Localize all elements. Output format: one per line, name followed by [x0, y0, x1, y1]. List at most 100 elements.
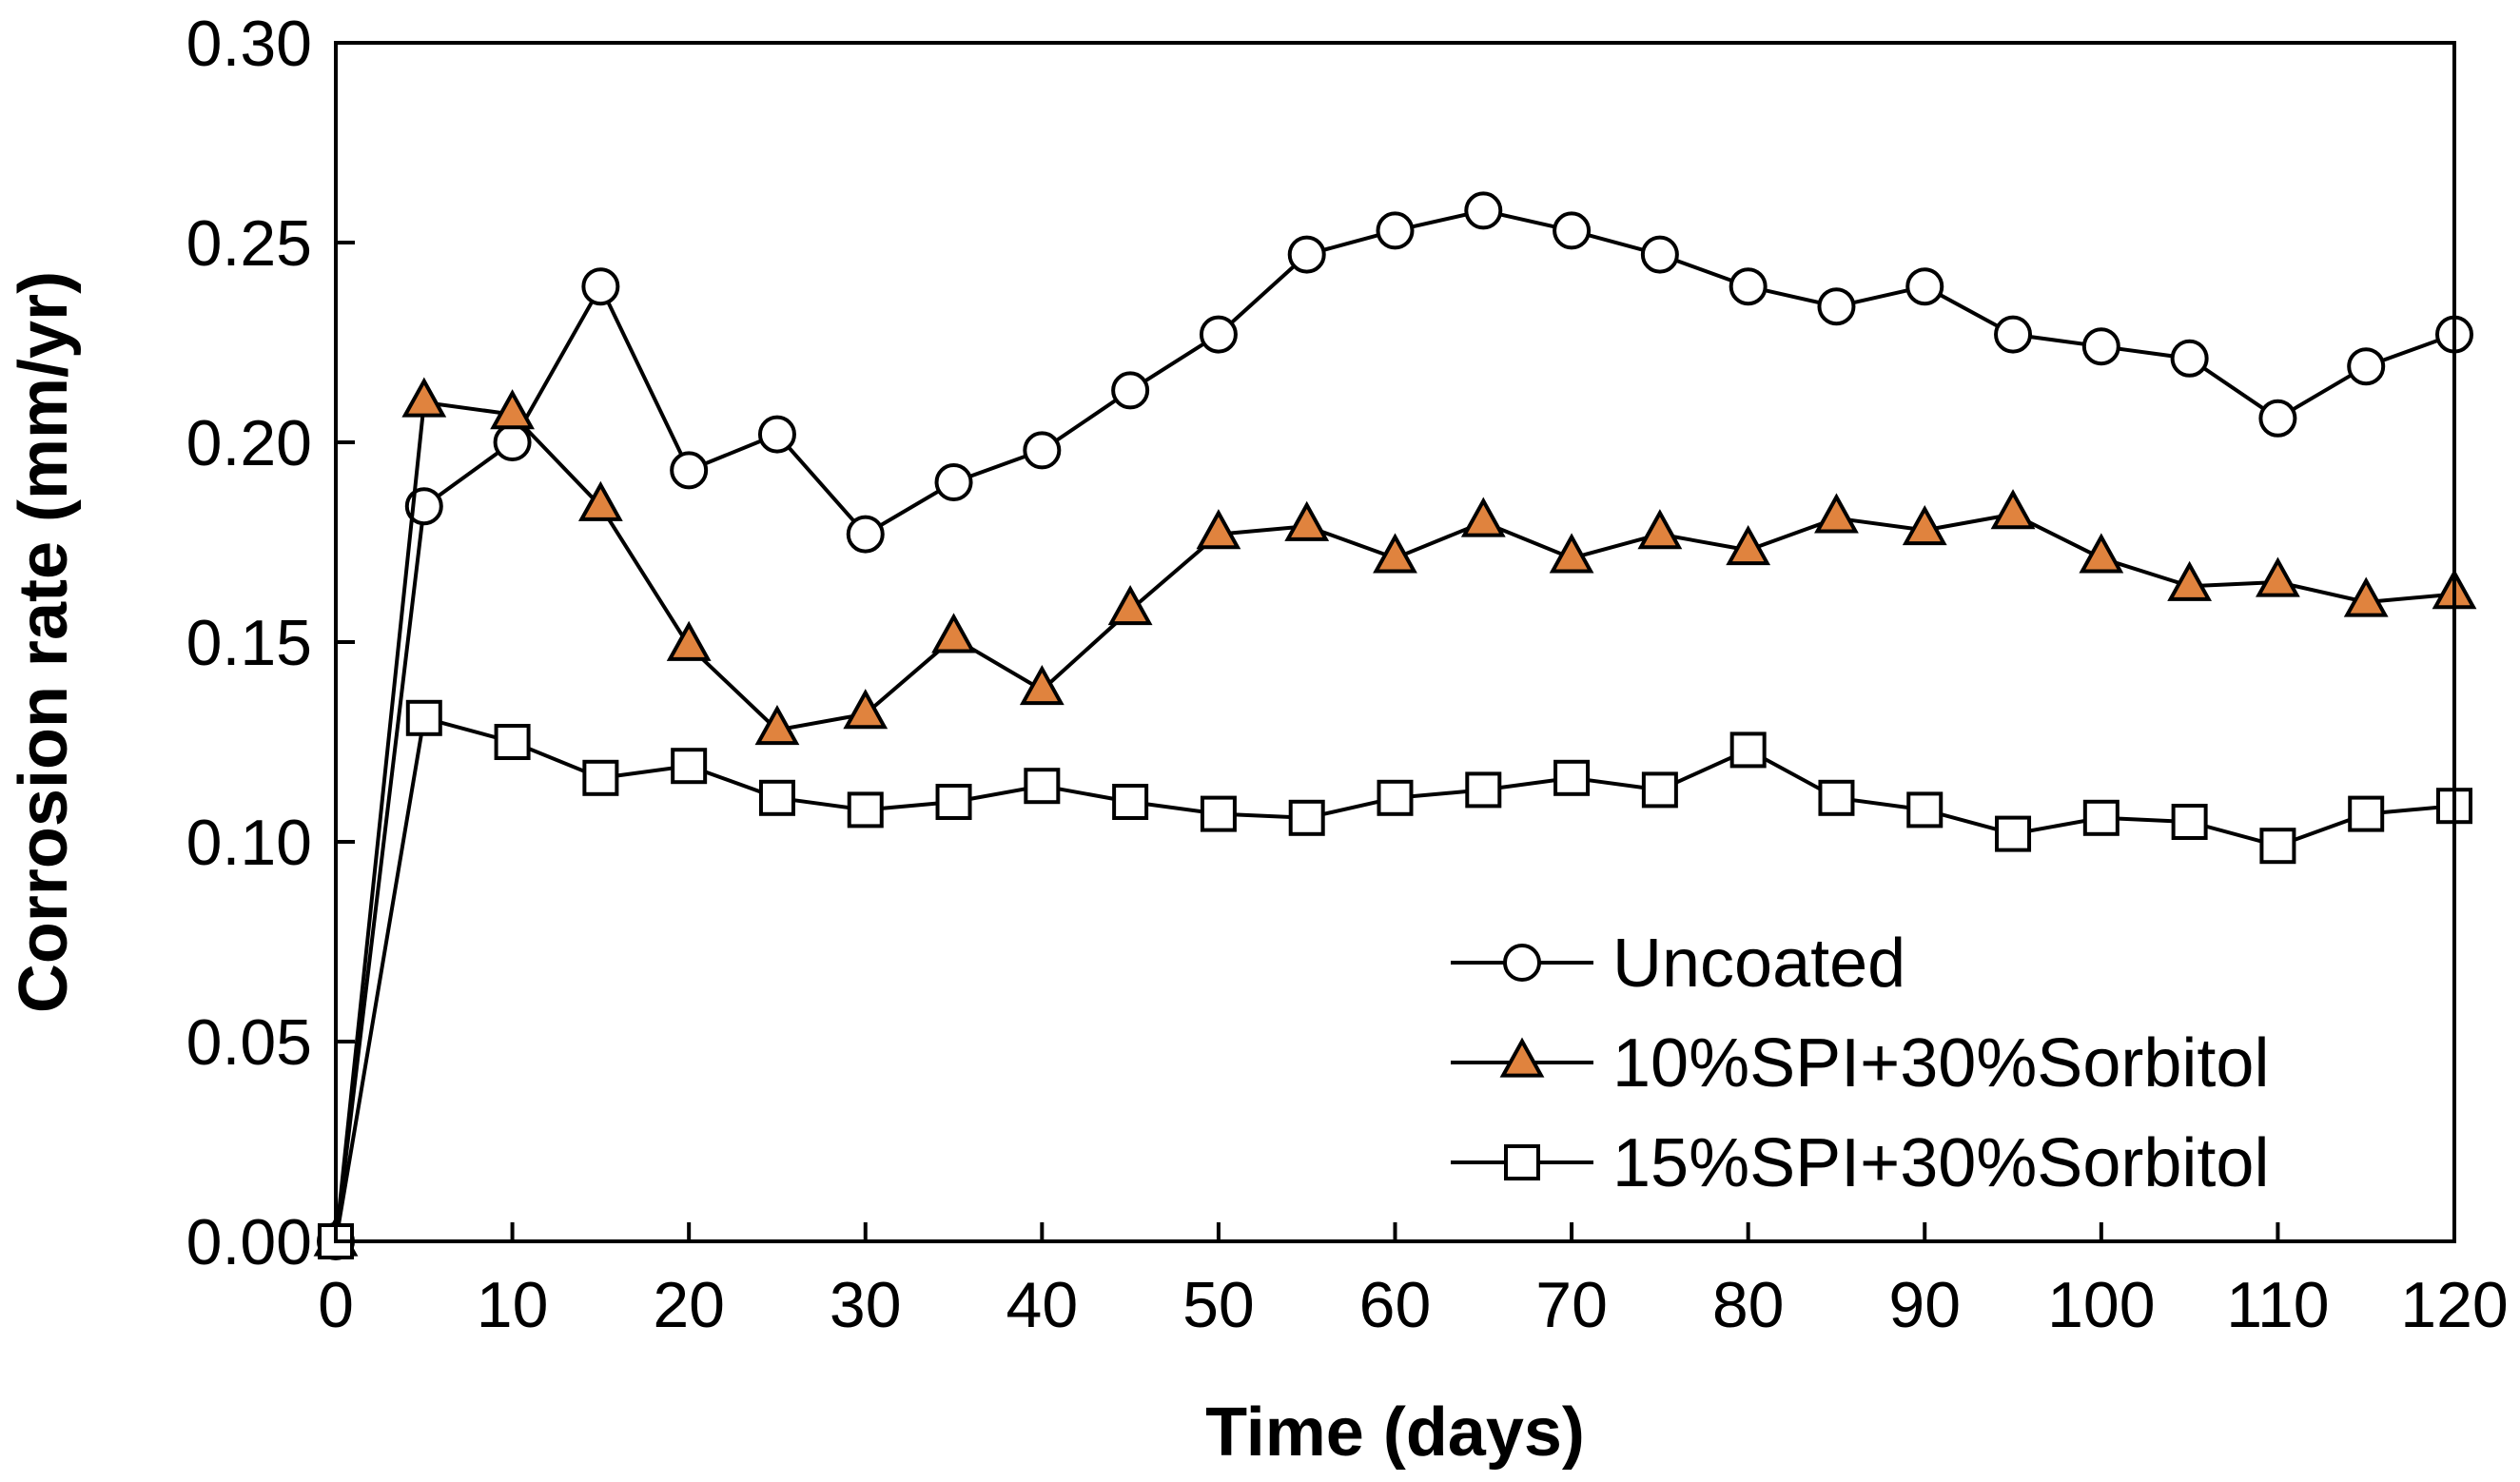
- data-point: [582, 759, 619, 796]
- legend-label: Uncoated: [1612, 926, 1905, 1002]
- data-point: [934, 463, 973, 501]
- data-point: [1465, 771, 1502, 809]
- data-point: [1640, 235, 1679, 274]
- data-point: [1641, 771, 1678, 809]
- y-tick-label: 0.15: [186, 607, 312, 679]
- y-tick-label: 0.20: [186, 407, 312, 479]
- data-point: [666, 620, 712, 661]
- data-point: [1111, 371, 1150, 410]
- data-point: [1200, 795, 1237, 832]
- x-tick-label: 0: [318, 1269, 354, 1341]
- x-tick-label: 30: [830, 1269, 902, 1341]
- data-point: [1553, 211, 1592, 250]
- data-point: [493, 423, 532, 461]
- x-tick-label: 50: [1182, 1269, 1255, 1341]
- data-point: [1112, 784, 1149, 820]
- data-point: [1373, 533, 1417, 574]
- data-point: [401, 377, 447, 418]
- data-point: [1460, 497, 1506, 537]
- x-tick-label: 60: [1359, 1269, 1432, 1341]
- data-point: [1814, 493, 1859, 534]
- data-point: [2343, 576, 2389, 617]
- data-point: [1637, 509, 1683, 550]
- data-point: [2082, 799, 2120, 836]
- x-tick-label: 100: [2047, 1269, 2155, 1341]
- data-point: [1817, 287, 1856, 326]
- data-point: [494, 724, 531, 760]
- data-point: [758, 779, 795, 816]
- plot-area-frame: [334, 41, 2456, 1243]
- x-tick-label: 120: [2400, 1269, 2508, 1341]
- x-tick-label: 40: [1006, 1269, 1079, 1341]
- data-point: [1377, 779, 1414, 816]
- data-point: [405, 699, 442, 736]
- legend-item: Uncoated: [1451, 926, 1905, 1002]
- series-triangle: [313, 377, 2477, 1257]
- data-point: [1287, 235, 1326, 274]
- data-point: [577, 480, 623, 521]
- series-layer: [313, 191, 2477, 1260]
- data-point: [931, 613, 976, 653]
- data-point: [2348, 795, 2385, 832]
- series-circle: [317, 191, 2473, 1260]
- data-point: [1284, 500, 1330, 541]
- x-tick-label: 70: [1535, 1269, 1608, 1341]
- data-point: [1288, 799, 1325, 836]
- series-line: [334, 400, 2455, 1242]
- data-point: [671, 748, 708, 785]
- data-point: [581, 267, 620, 306]
- data-point: [1906, 791, 1944, 829]
- legend-label: 10%SPI+30%Sorbitol: [1612, 1025, 2269, 1102]
- data-point: [1553, 759, 1591, 796]
- legend-marker: [1504, 1144, 1540, 1180]
- legend-label: 15%SPI+30%Sorbitol: [1612, 1125, 2269, 1201]
- x-tick-label: 10: [477, 1269, 549, 1341]
- data-point: [1549, 533, 1594, 574]
- legend-item: 10%SPI+30%Sorbitol: [1451, 1025, 2269, 1102]
- ticks-layer: 0.00 0.05 0.10 0.15 0.20 0.25 0.30 0 10 20 30 40 50 6…: [186, 8, 2509, 1341]
- data-point: [1107, 584, 1153, 626]
- data-point: [2171, 804, 2208, 840]
- data-point: [1024, 768, 1061, 805]
- data-point: [1818, 779, 1855, 816]
- data-point: [1729, 267, 1768, 306]
- data-point: [1995, 815, 2032, 852]
- y-tick-label: 0.25: [186, 207, 312, 280]
- data-point: [846, 515, 885, 554]
- data-point: [2258, 399, 2297, 438]
- x-tick-label: 90: [1888, 1269, 1961, 1341]
- legend-item: 15%SPI+30%Sorbitol: [1451, 1125, 2269, 1201]
- data-point: [490, 389, 535, 430]
- data-point: [1019, 664, 1065, 706]
- legend: Uncoated 10%SPI+30%Sorbitol 15%SPI+30%Sorb…: [1451, 926, 2269, 1201]
- y-tick-label: 0.10: [186, 807, 312, 879]
- data-point: [754, 704, 800, 746]
- data-point: [2256, 556, 2300, 597]
- data-point: [1994, 315, 2033, 354]
- data-point: [1726, 524, 1771, 566]
- data-point: [1902, 504, 1947, 546]
- data-point: [1376, 211, 1415, 250]
- legend-marker: [1499, 1037, 1545, 1078]
- x-tick-label: 80: [1712, 1269, 1785, 1341]
- x-tick-label: 20: [653, 1269, 725, 1341]
- data-point: [847, 791, 884, 829]
- data-point: [1729, 731, 1767, 769]
- data-point: [670, 451, 709, 490]
- data-point: [1023, 431, 1062, 470]
- data-point: [2081, 327, 2120, 366]
- data-point: [757, 415, 796, 454]
- y-tick-label: 0.30: [186, 8, 312, 80]
- y-axis-title: Corrosion rate (mm/yr): [6, 271, 82, 1013]
- data-point: [1196, 509, 1241, 550]
- data-point: [1464, 191, 1503, 230]
- data-point: [935, 784, 972, 820]
- x-tick-label: 110: [2226, 1269, 2329, 1341]
- data-point: [1905, 267, 1944, 306]
- y-tick-label: 0.00: [186, 1206, 312, 1278]
- y-tick-label: 0.05: [186, 1006, 312, 1079]
- data-point: [1199, 315, 1238, 354]
- data-point: [2259, 828, 2296, 865]
